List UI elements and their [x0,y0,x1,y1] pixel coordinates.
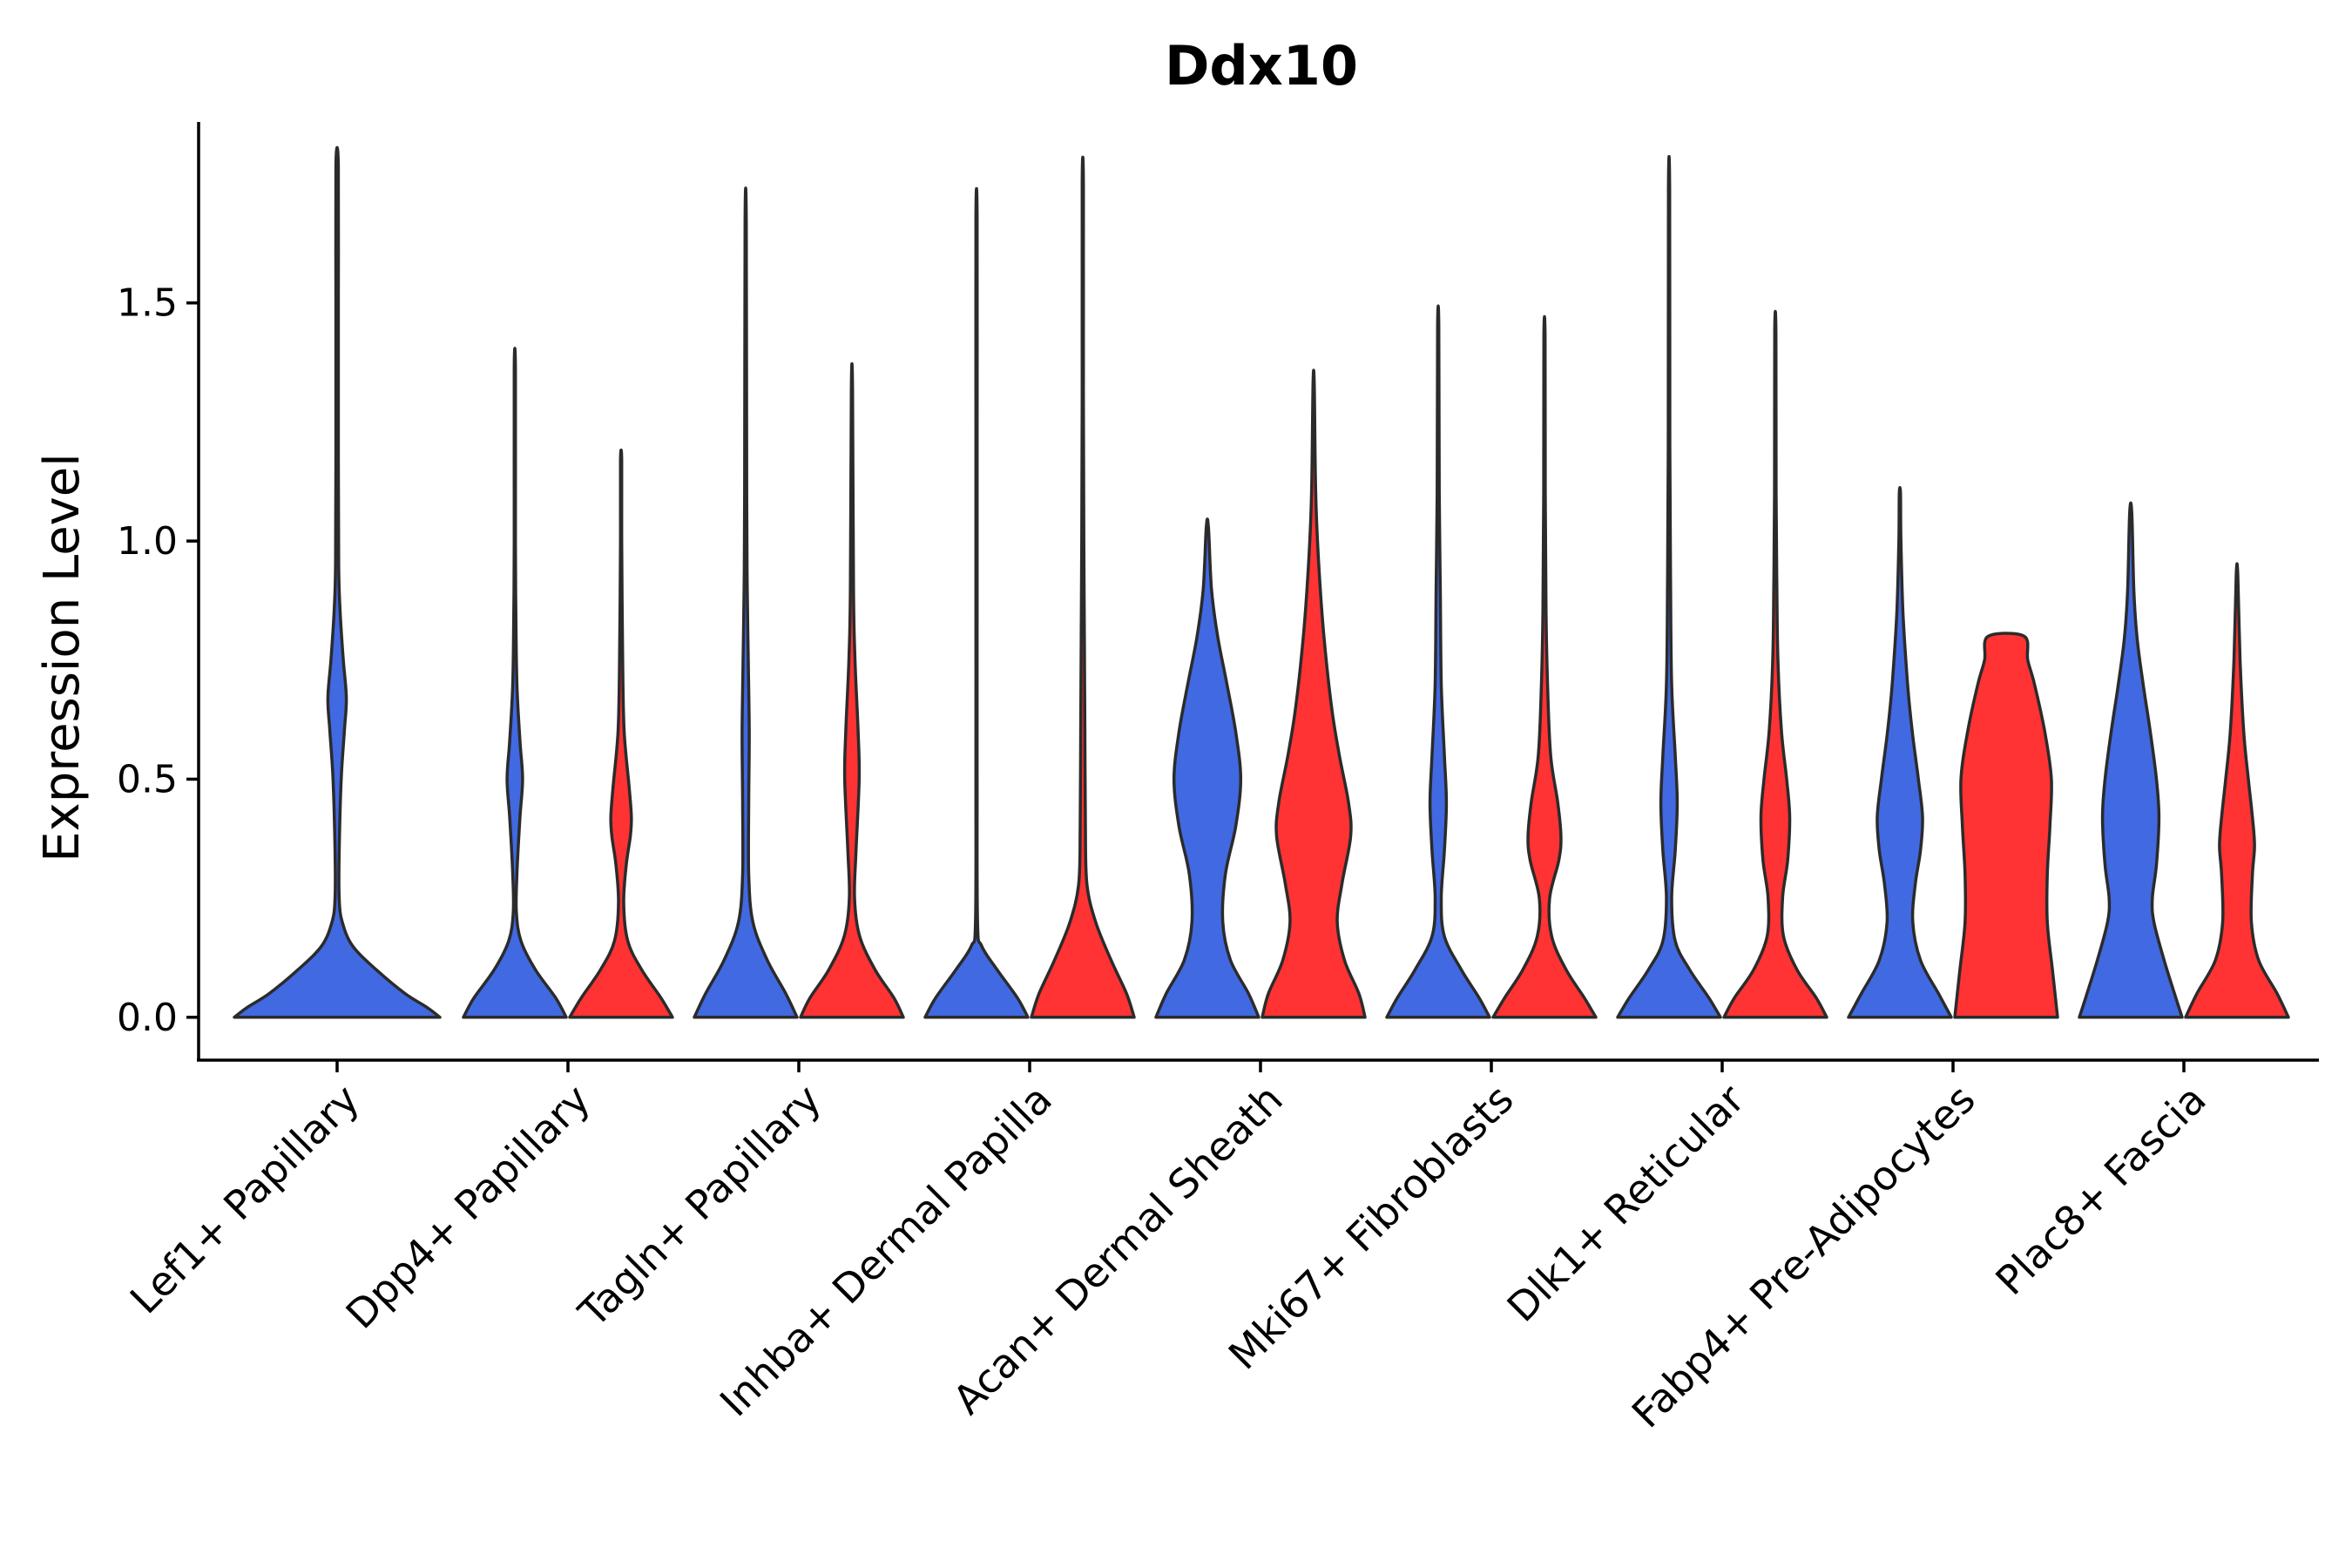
violin-3-blue [693,186,799,1019]
x-tick-label: Dlk1+ Reticular [1498,1076,1754,1331]
violin-7-blue [1616,154,1722,1019]
axes-group [197,122,2319,1062]
x-tick-label: Lef1+ Papillary [121,1076,368,1323]
y-tick-label: 0.5 [117,757,178,801]
violin-9-blue [2078,501,2184,1019]
violin-6-red [1491,314,1598,1019]
violin-8-red [1953,632,2059,1019]
y-ticks-group: 0.0 0.5 1.0 1.5 [117,281,199,1040]
violin-9-red [2184,562,2290,1019]
x-tick-label: Tagln+ Papillary [569,1076,830,1337]
violin-4-blue [923,186,1030,1019]
x-tick-label: Dpp4+ Papillary [337,1076,599,1338]
y-tick-label: 1.0 [117,519,178,564]
violins-group [233,145,2290,1019]
violin-4-red [1030,155,1136,1019]
violin-5-blue [1154,517,1260,1019]
violin-1-blue [233,145,442,1019]
violin-2-blue [462,347,568,1019]
violin-5-red [1260,368,1367,1019]
y-axis-label: Expression Level [34,453,91,862]
violin-2-red [568,448,674,1019]
y-tick-label: 0.0 [117,996,178,1040]
y-tick-label: 1.5 [117,281,178,326]
violin-6-blue [1385,304,1491,1019]
x-tick-label: Plac8+ Fascia [1986,1076,2214,1304]
violin-8-blue [1847,485,1953,1019]
violin-7-red [1722,309,1828,1019]
violin-3-red [799,362,905,1019]
chart-title: Ddx10 [1165,34,1358,98]
